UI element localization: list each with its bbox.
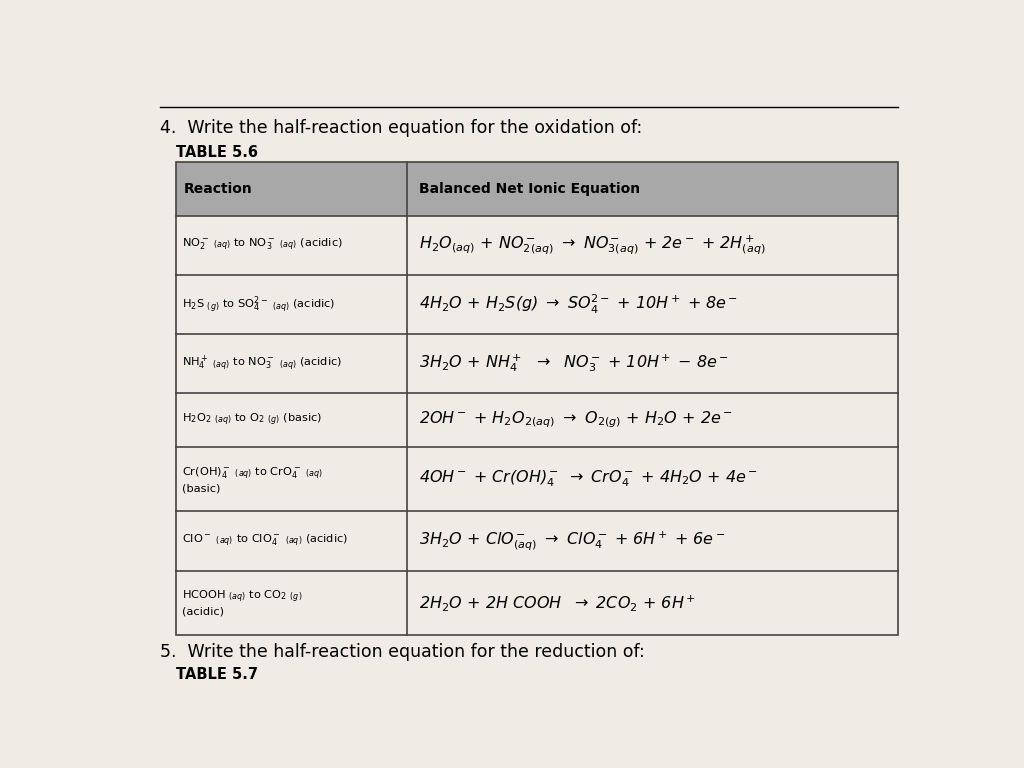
Text: 5.  Write the half-reaction equation for the reduction of:: 5. Write the half-reaction equation for …: [160, 644, 644, 661]
Text: 4H$_2$O + H$_2$S(g) $\rightarrow$ SO$_4^{2-}$ + 10H$^+$ + 8e$^-$: 4H$_2$O + H$_2$S(g) $\rightarrow$ SO$_4^…: [419, 293, 737, 316]
Text: 2H$_2$O + 2H COOH  $\rightarrow$ 2CO$_2$ + 6H$^+$: 2H$_2$O + 2H COOH $\rightarrow$ 2CO$_2$ …: [419, 593, 695, 613]
Text: Cr(OH)$_4^-$ $_{(aq)}$ to CrO$_4^-$ $_{(aq)}$
(basic): Cr(OH)$_4^-$ $_{(aq)}$ to CrO$_4^-$ $_{(…: [182, 465, 323, 493]
Text: 3H$_2$O + NH$_4^+$  $\rightarrow$  NO$_3^-$ + 10H$^+$ $-$ 8e$^-$: 3H$_2$O + NH$_4^+$ $\rightarrow$ NO$_3^-…: [419, 353, 728, 375]
Bar: [176, 162, 898, 635]
Text: H$_2$O$_2$ $_{(aq)}$ to O$_2$ $_{(g)}$ (basic): H$_2$O$_2$ $_{(aq)}$ to O$_2$ $_{(g)}$ (…: [182, 412, 322, 429]
Text: 4.  Write the half-reaction equation for the oxidation of:: 4. Write the half-reaction equation for …: [160, 119, 642, 137]
Text: HCOOH $_{(aq)}$ to CO$_2$ $_{(g)}$
(acidic): HCOOH $_{(aq)}$ to CO$_2$ $_{(g)}$ (acid…: [182, 589, 302, 617]
Text: 4OH$^-$ + Cr(OH)$_4^-$ $\rightarrow$ CrO$_4^-$ + 4H$_2$O + 4e$^-$: 4OH$^-$ + Cr(OH)$_4^-$ $\rightarrow$ CrO…: [419, 469, 758, 489]
Text: Balanced Net Ionic Equation: Balanced Net Ionic Equation: [419, 182, 640, 196]
Text: TABLE 5.6: TABLE 5.6: [176, 145, 258, 161]
Text: NH$_4^+$ $_{(aq)}$ to NO$_3^-$ $_{(aq)}$ (acidic): NH$_4^+$ $_{(aq)}$ to NO$_3^-$ $_{(aq)}$…: [182, 354, 342, 373]
Text: 3H$_2$O + ClO$^-_{(aq)}$ $\rightarrow$ ClO$_4^-$ + 6H$^+$ + 6e$^-$: 3H$_2$O + ClO$^-_{(aq)}$ $\rightarrow$ C…: [419, 529, 725, 553]
Text: NO$_2^-$ $_{(aq)}$ to NO$_3^-$ $_{(aq)}$ (acidic): NO$_2^-$ $_{(aq)}$ to NO$_3^-$ $_{(aq)}$…: [182, 237, 343, 253]
Text: H$_2$O$_{(aq)}$ + NO$_{2(aq)}^-$ $\rightarrow$ NO$_{3(aq)}^-$ + 2e$^-$ + 2H$^+_{: H$_2$O$_{(aq)}$ + NO$_{2(aq)}^-$ $\right…: [419, 233, 765, 257]
Text: ClO$^-$ $_{(aq)}$ to ClO$_4^-$ $_{(aq)}$ (acidic): ClO$^-$ $_{(aq)}$ to ClO$_4^-$ $_{(aq)}$…: [182, 533, 348, 549]
Text: H$_2$S $_{(g)}$ to SO$_4^{2-}$ $_{(aq)}$ (acidic): H$_2$S $_{(g)}$ to SO$_4^{2-}$ $_{(aq)}$…: [182, 294, 335, 315]
Text: 2OH$^-$ + H$_2$O$_{2(aq)}$ $\rightarrow$ O$_{2(g)}$ + H$_2$O + 2e$^-$: 2OH$^-$ + H$_2$O$_{2(aq)}$ $\rightarrow$…: [419, 409, 732, 430]
Text: Reaction: Reaction: [183, 182, 252, 196]
Bar: [176, 162, 898, 216]
Text: TABLE 5.7: TABLE 5.7: [176, 667, 258, 682]
